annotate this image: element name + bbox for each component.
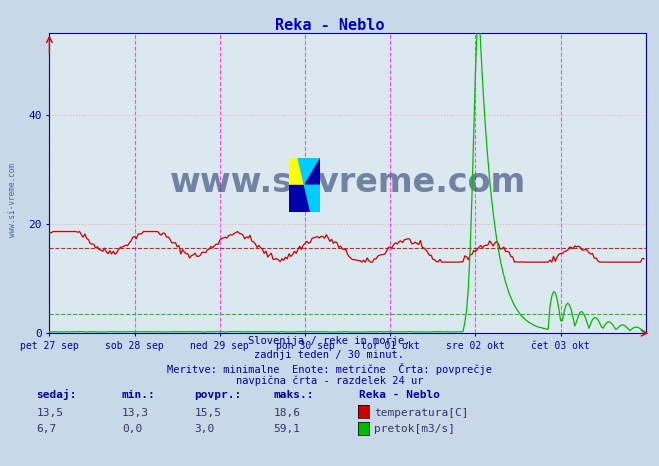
Text: 18,6: 18,6 <box>273 408 301 418</box>
Text: min.:: min.: <box>122 391 156 400</box>
Text: Reka - Neblo: Reka - Neblo <box>359 391 440 400</box>
Text: 13,5: 13,5 <box>36 408 63 418</box>
Bar <box>289 158 304 185</box>
Text: zadnji teden / 30 minut.: zadnji teden / 30 minut. <box>254 350 405 359</box>
Bar <box>304 158 320 185</box>
Text: 13,3: 13,3 <box>122 408 149 418</box>
Text: www.si-vreme.com: www.si-vreme.com <box>169 166 526 199</box>
Text: Reka - Neblo: Reka - Neblo <box>275 18 384 33</box>
Text: temperatura[C]: temperatura[C] <box>374 408 469 418</box>
Text: 0,0: 0,0 <box>122 425 142 434</box>
Text: 15,5: 15,5 <box>194 408 221 418</box>
Text: 6,7: 6,7 <box>36 425 57 434</box>
Text: www.si-vreme.com: www.si-vreme.com <box>8 164 17 237</box>
Text: maks.:: maks.: <box>273 391 314 400</box>
Text: 3,0: 3,0 <box>194 425 215 434</box>
Text: Slovenija / reke in morje.: Slovenija / reke in morje. <box>248 336 411 346</box>
Text: povpr.:: povpr.: <box>194 391 242 400</box>
Polygon shape <box>304 158 320 185</box>
Text: sedaj:: sedaj: <box>36 390 76 400</box>
Bar <box>289 185 320 212</box>
Polygon shape <box>304 158 320 185</box>
Polygon shape <box>298 158 320 212</box>
Text: 59,1: 59,1 <box>273 425 301 434</box>
Text: Meritve: minimalne  Enote: metrične  Črta: povprečje: Meritve: minimalne Enote: metrične Črta:… <box>167 363 492 375</box>
Text: pretok[m3/s]: pretok[m3/s] <box>374 425 455 434</box>
Text: navpična črta - razdelek 24 ur: navpična črta - razdelek 24 ur <box>236 376 423 386</box>
